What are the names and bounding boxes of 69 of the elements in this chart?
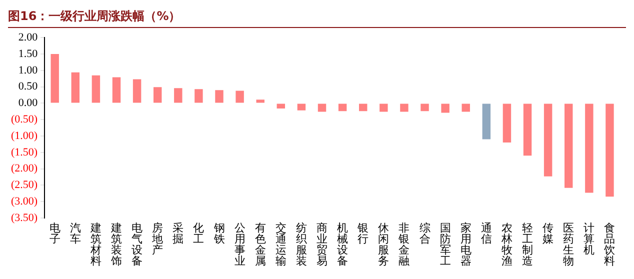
x-tick-label: 休闲服务 xyxy=(378,221,390,268)
bar xyxy=(359,104,368,112)
bar xyxy=(544,104,552,176)
x-tick-label: 轻工制造 xyxy=(522,221,534,268)
x-tick-label: 银行 xyxy=(356,221,369,246)
chart-title: 图16：一级行业周涨跌幅（%） xyxy=(8,8,626,28)
x-tick-label: 传媒 xyxy=(542,221,554,246)
y-tick-label: 2.00 xyxy=(18,31,38,44)
y-tick-label: 0.50 xyxy=(18,80,38,93)
x-tick-label: 有色金属 xyxy=(254,221,266,268)
x-tick-label: 机械设备 xyxy=(337,221,348,268)
x-tick-label: 家用电器 xyxy=(460,221,472,268)
bar xyxy=(606,104,614,197)
bar xyxy=(194,89,203,103)
x-tick-label: 建筑材料 xyxy=(89,221,102,268)
bar xyxy=(502,104,512,143)
x-tick-label: 公用事业 xyxy=(234,221,246,268)
x-tick-label: 综合 xyxy=(419,221,430,246)
x-tick-label: 采掘 xyxy=(172,221,184,246)
x-tick-label: 通信 xyxy=(480,221,492,246)
x-tick-label: 纺织服装 xyxy=(296,221,307,268)
x-tick-label: 食品饮料 xyxy=(603,221,616,268)
bar xyxy=(215,90,224,103)
y-tick-label: (2.50) xyxy=(11,179,38,192)
y-tick-label: (0.50) xyxy=(11,113,38,126)
x-tick-label: 农林牧渔 xyxy=(500,221,512,268)
x-tick-label: 非银金融 xyxy=(398,221,410,268)
bar xyxy=(297,104,306,110)
bar xyxy=(420,104,429,112)
x-tick-label: 钢铁 xyxy=(212,221,225,246)
bar xyxy=(338,104,347,112)
y-tick-label: (1.50) xyxy=(11,146,38,158)
bar xyxy=(50,54,59,103)
y-tick-label: (3.00) xyxy=(11,195,38,208)
bar xyxy=(112,77,121,103)
bar xyxy=(92,75,100,103)
y-tick-label: (1.00) xyxy=(11,130,38,142)
x-tick-label: 电气设备 xyxy=(132,221,143,268)
bar xyxy=(380,104,388,112)
bar xyxy=(174,88,182,103)
x-tick-label: 汽车 xyxy=(70,221,81,246)
x-tick-label: 国防军工 xyxy=(440,221,451,268)
y-tick-label: 1.00 xyxy=(18,64,38,76)
bar xyxy=(482,104,491,140)
bar xyxy=(318,104,326,112)
bar xyxy=(276,104,286,108)
bar xyxy=(441,104,450,113)
y-tick-label: (2.00) xyxy=(11,162,38,175)
x-tick-label: 化工 xyxy=(193,221,204,246)
x-tick-label: 交通运输 xyxy=(275,221,286,268)
bar xyxy=(153,87,162,103)
bar xyxy=(400,104,408,112)
y-tick-label: 0.00 xyxy=(18,97,38,110)
x-tick-label: 建筑装饰 xyxy=(110,221,122,268)
bar xyxy=(523,104,532,156)
bar xyxy=(236,90,244,103)
bar xyxy=(564,104,573,188)
y-tick-label: (3.50) xyxy=(11,212,38,224)
y-tick-label: 1.50 xyxy=(18,48,38,60)
bar xyxy=(585,104,594,193)
bar xyxy=(132,79,142,103)
bar xyxy=(71,72,80,103)
x-tick-label: 商业贸易 xyxy=(316,221,328,268)
bar xyxy=(462,104,470,112)
x-tick-label: 医药生物 xyxy=(563,221,574,268)
x-tick-label: 电子 xyxy=(49,221,60,246)
x-tick-label: 计算机 xyxy=(584,221,595,256)
bar xyxy=(256,100,264,103)
x-tick-label: 房地产 xyxy=(151,221,164,256)
